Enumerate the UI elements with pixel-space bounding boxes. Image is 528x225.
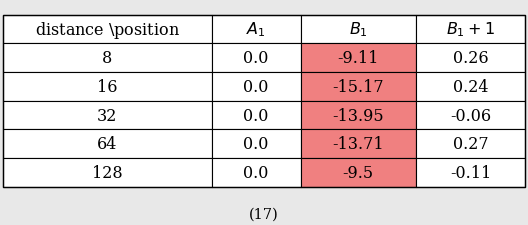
Bar <box>212 44 300 73</box>
Text: -13.71: -13.71 <box>332 135 384 153</box>
Text: $A_1$: $A_1$ <box>246 21 266 39</box>
Text: -9.11: -9.11 <box>337 50 379 67</box>
Bar <box>416 16 525 44</box>
Bar <box>300 73 416 101</box>
Bar <box>212 158 300 187</box>
Bar <box>416 44 525 73</box>
Text: -9.5: -9.5 <box>343 164 374 181</box>
Text: 64: 64 <box>97 135 117 153</box>
Text: 0.0: 0.0 <box>243 79 269 95</box>
Text: 0.0: 0.0 <box>243 135 269 153</box>
Bar <box>212 130 300 158</box>
Bar <box>3 101 212 130</box>
Text: 32: 32 <box>97 107 117 124</box>
Text: 8: 8 <box>102 50 112 67</box>
Text: -13.95: -13.95 <box>332 107 384 124</box>
Text: -0.06: -0.06 <box>450 107 491 124</box>
Bar <box>300 130 416 158</box>
Text: 0.24: 0.24 <box>452 79 488 95</box>
Bar <box>212 101 300 130</box>
Bar <box>3 158 212 187</box>
Bar <box>300 44 416 73</box>
Bar <box>3 44 212 73</box>
Bar <box>416 101 525 130</box>
Text: 0.0: 0.0 <box>243 50 269 67</box>
Text: -15.17: -15.17 <box>332 79 384 95</box>
Text: 16: 16 <box>97 79 117 95</box>
Bar <box>212 16 300 44</box>
Text: (17): (17) <box>249 207 279 221</box>
Text: 0.26: 0.26 <box>452 50 488 67</box>
Bar <box>3 73 212 101</box>
Text: 0.0: 0.0 <box>243 164 269 181</box>
Bar <box>416 130 525 158</box>
Bar <box>3 16 525 187</box>
Bar <box>300 16 416 44</box>
Text: $B_1$: $B_1$ <box>348 21 367 39</box>
Text: -0.11: -0.11 <box>450 164 491 181</box>
Text: 128: 128 <box>92 164 122 181</box>
Bar <box>416 158 525 187</box>
Bar <box>3 130 212 158</box>
Text: 0.27: 0.27 <box>452 135 488 153</box>
Text: $B_1 + 1$: $B_1 + 1$ <box>446 21 495 39</box>
Bar <box>300 101 416 130</box>
Bar <box>212 73 300 101</box>
Text: 0.0: 0.0 <box>243 107 269 124</box>
Bar <box>416 73 525 101</box>
Text: distance $\backslash$position: distance $\backslash$position <box>35 20 180 40</box>
Bar <box>300 158 416 187</box>
Bar <box>3 16 212 44</box>
